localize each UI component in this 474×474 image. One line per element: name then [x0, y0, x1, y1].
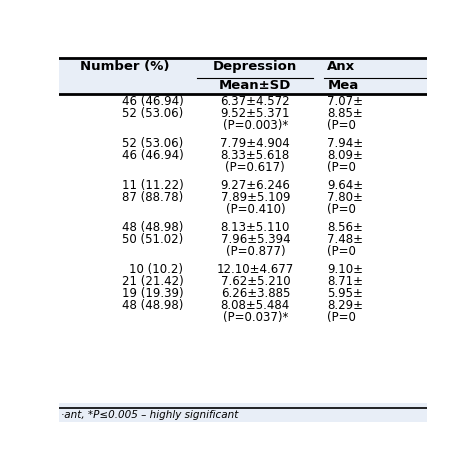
Text: 87 (88.78): 87 (88.78)	[122, 191, 183, 204]
Text: 8.08±5.484: 8.08±5.484	[221, 299, 290, 312]
Text: 7.80±: 7.80±	[328, 191, 363, 204]
Text: 8.56±: 8.56±	[328, 221, 363, 234]
Text: 12.10±4.677: 12.10±4.677	[217, 263, 294, 276]
Text: Anx: Anx	[328, 60, 356, 73]
Text: 7.48±: 7.48±	[328, 233, 364, 246]
Text: 7.96±5.394: 7.96±5.394	[220, 233, 290, 246]
Text: (P=0.003)*: (P=0.003)*	[223, 119, 288, 132]
Text: 9.52±5.371: 9.52±5.371	[220, 107, 290, 120]
Text: (P=0.877): (P=0.877)	[226, 245, 285, 258]
Text: 48 (48.98): 48 (48.98)	[122, 299, 183, 312]
Text: Mean±SD: Mean±SD	[219, 79, 292, 92]
Text: 48 (48.98): 48 (48.98)	[122, 221, 183, 234]
Text: 7.89±5.109: 7.89±5.109	[220, 191, 290, 204]
Text: ·ant, *P≤0.005 – highly significant: ·ant, *P≤0.005 – highly significant	[61, 410, 238, 420]
Bar	[59, 403, 427, 422]
Text: 8.13±5.110: 8.13±5.110	[220, 221, 290, 234]
Text: (P=0.037)*: (P=0.037)*	[223, 310, 288, 324]
Text: 7.07±: 7.07±	[328, 95, 364, 108]
Text: 8.33±5.618: 8.33±5.618	[221, 149, 290, 162]
Text: 46 (46.94): 46 (46.94)	[121, 95, 183, 108]
Text: (P=0.410): (P=0.410)	[226, 203, 285, 216]
Text: 11 (11.22): 11 (11.22)	[121, 179, 183, 192]
Text: 6.37±4.572: 6.37±4.572	[220, 95, 290, 108]
Text: 46 (46.94): 46 (46.94)	[121, 149, 183, 162]
Text: 7.94±: 7.94±	[328, 137, 364, 150]
Text: 50 (51.02): 50 (51.02)	[122, 233, 183, 246]
Text: 9.27±6.246: 9.27±6.246	[220, 179, 290, 192]
Text: 21 (21.42): 21 (21.42)	[121, 275, 183, 288]
Text: (P=0: (P=0	[328, 245, 356, 258]
Text: 19 (19.39): 19 (19.39)	[122, 287, 183, 300]
Text: 6.26±3.885: 6.26±3.885	[220, 287, 290, 300]
Text: 52 (53.06): 52 (53.06)	[122, 137, 183, 150]
Text: 9.10±: 9.10±	[328, 263, 364, 276]
Bar	[59, 57, 427, 94]
Text: 52 (53.06): 52 (53.06)	[122, 107, 183, 120]
Text: Number (%): Number (%)	[80, 60, 169, 73]
Text: (P=0: (P=0	[328, 119, 356, 132]
Text: (P=0: (P=0	[328, 310, 356, 324]
Text: 10 (10.2): 10 (10.2)	[129, 263, 183, 276]
Text: 8.09±: 8.09±	[328, 149, 363, 162]
Text: 9.64±: 9.64±	[328, 179, 364, 192]
Text: Mea: Mea	[328, 79, 359, 92]
Text: 7.79±4.904: 7.79±4.904	[220, 137, 290, 150]
Text: (P=0: (P=0	[328, 161, 356, 174]
Text: 8.85±: 8.85±	[328, 107, 363, 120]
Text: 8.29±: 8.29±	[328, 299, 364, 312]
Text: 8.71±: 8.71±	[328, 275, 364, 288]
Text: (P=0: (P=0	[328, 203, 356, 216]
Text: (P=0.617): (P=0.617)	[226, 161, 285, 174]
Text: Depression: Depression	[213, 60, 298, 73]
Text: 5.95±: 5.95±	[328, 287, 363, 300]
Text: 7.62±5.210: 7.62±5.210	[220, 275, 290, 288]
